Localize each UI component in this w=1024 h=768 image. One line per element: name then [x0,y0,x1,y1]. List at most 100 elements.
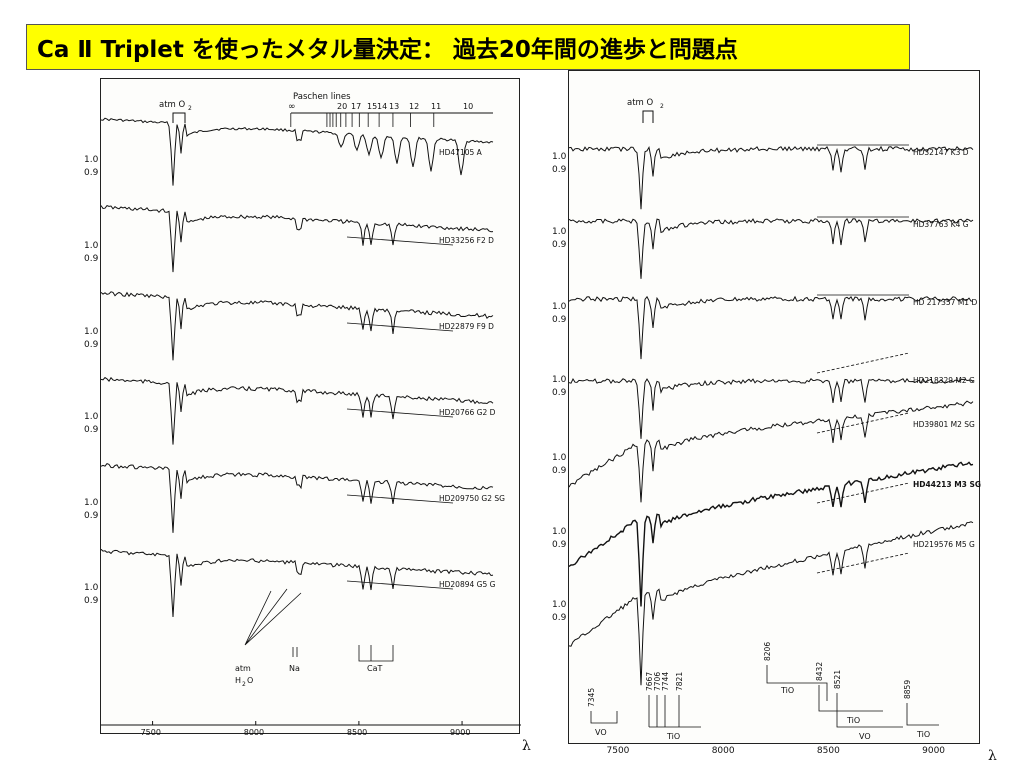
left-spectrum-2 [100,291,494,361]
right-atm-o2-label: atm O [627,98,654,108]
left-star-label-1: HD33256 F2 D [439,236,494,245]
paschen-lines-label: Paschen lines [293,92,351,102]
atm-h2o-label-3: O [247,676,253,685]
left-x-axis: 7500 8000 8500 9000 [141,721,470,737]
left-y-tick-label: 0.9 [84,340,99,350]
right-y-tick-label: 1.0 [552,302,567,312]
right-spectrum-6 [568,521,974,686]
paschen-number-15: 15 [367,102,377,111]
continuum-line [346,580,454,590]
left-spectrum-5 [100,548,494,618]
right-y-tick-label: 0.9 [552,388,567,398]
band-label-7744: 7744 [661,672,670,691]
right-atm-o2-sub: 2 [660,103,664,110]
paschen-number-17: 17 [351,102,361,111]
right-continuum-line [816,352,910,374]
band-wavelength-labels: 7345 7667 7706 7744 7821 8206 8432 8521 8859 [587,642,912,707]
left-y-tick-label: 1.0 [84,498,99,508]
right-spectrum-2 [568,295,974,360]
right-x-tick-8500: 8500 [816,746,840,756]
left-y-tick-label: 1.0 [84,241,99,251]
right-continuum-line [816,482,910,504]
left-x-tick-8500: 8500 [347,728,367,735]
band-label-8206: 8206 [763,642,772,661]
molecular-band-markers: VO TiO TiO TiO VO TiO [590,665,939,741]
right-x-tick-9000: 9000 [922,746,946,756]
left-y-tick-label: 0.9 [84,254,99,264]
right-y-tick-label: 0.9 [552,613,567,623]
right-spectra-plot: atm O 2 HD32147 K3 D HD37763 K4 G HD 21735… [568,98,981,741]
right-star-label-4: HD39801 M2 SG [913,420,975,429]
na-label: Na [289,664,300,673]
left-atm-o2-sub: 2 [188,105,192,112]
band-label-7345: 7345 [587,688,596,707]
right-y-tick-label: 1.0 [552,527,567,537]
band-name-vo-1: VO [595,728,607,737]
left-spectrum-1 [100,204,494,273]
right-y-tick-label: 1.0 [552,453,567,463]
right-continuum-line [816,552,910,574]
right-y-tick-label: 1.0 [552,227,567,237]
slide-title: Ca Ⅱ Triplet を使ったメタル量決定： 過去20年間の進歩と問題点 [26,24,910,70]
right-y-tick-label: 0.9 [552,540,567,550]
right-star-label-6: HD219576 M5 G [913,540,975,549]
left-star-label-4: HD209750 G2 SG [439,494,505,503]
paschen-ticks: 20 17 15 14 13 12 11 10 [290,102,473,127]
right-star-label-1: HD37763 K4 G [913,220,969,229]
left-y-tick-label: 1.0 [84,412,99,422]
band-label-7821: 7821 [675,672,684,691]
continuum-line [346,408,454,418]
right-y-tick-label: 1.0 [552,375,567,385]
right-star-label-2: HD 217357 M1 D [913,298,977,307]
left-x-tick-8000: 8000 [244,728,264,735]
left-y-tick-label: 1.0 [84,583,99,593]
left-y-tick-label: 1.0 [84,327,99,337]
continuum-line [346,322,454,332]
left-spectra-figure: atm O 2 Paschen lines ∞ 20 17 15 14 13 12 11 10… [100,78,521,737]
left-spectrum-4 [100,462,494,533]
left-spectra-group: HD47105 A HD33256 F2 D HD22879 F9 D HD20766… [100,117,505,618]
left-x-tick-7500: 7500 [141,728,161,735]
band-name-tio-3: TiO [846,716,860,725]
right-x-tick-8000: 8000 [711,746,735,756]
atm-h2o-sub: 2 [242,681,246,688]
right-star-label-0: HD32147 K3 D [913,148,969,157]
left-spectrum-3 [100,376,494,445]
right-y-tick-label: 1.0 [552,152,567,162]
band-label-8859: 8859 [903,680,912,699]
left-lambda-symbol: λ [522,738,531,754]
left-y-tick-label: 1.0 [84,155,99,165]
right-x-tick-7500: 7500 [606,746,630,756]
band-name-tio-1: TiO [666,732,680,741]
left-y-tick-label: 0.9 [84,596,99,606]
continuum-line [346,236,454,246]
right-spectra-group: HD32147 K3 D HD37763 K4 G HD 217357 M1 D HD… [568,144,981,686]
left-atm-o2-label: atm O [159,100,186,110]
right-continuum-line [816,412,910,434]
band-label-7667: 7667 [645,672,654,691]
continuum-line [346,494,454,504]
paschen-number-14: 14 [377,102,387,111]
right-spectrum-4 [568,400,974,503]
paschen-number-12: 12 [409,102,419,111]
left-spectrum-0 [100,117,494,186]
cat-label: CaT [367,664,382,673]
atm-h2o-label-2: H [235,676,241,685]
band-label-8432: 8432 [815,662,824,681]
paschen-number-10: 10 [463,102,473,111]
right-star-label-3: HD218329 M2 G [913,376,975,385]
band-label-7706: 7706 [653,672,662,691]
left-star-label-5: HD20894 G5 G [439,580,496,589]
band-name-tio-2: TiO [780,686,794,695]
right-spectra-figure: atm O 2 HD32147 K3 D HD37763 K4 G HD 21735… [568,70,981,744]
paschen-number-11: 11 [431,102,441,111]
right-spectrum-3 [568,377,974,439]
right-y-tick-label: 1.0 [552,600,567,610]
right-star-label-5: HD44213 M3 SG [913,480,981,489]
left-x-tick-9000: 9000 [450,728,470,735]
paschen-number-20: 20 [337,102,347,111]
left-star-label-2: HD22879 F9 D [439,322,494,331]
left-spectra-plot: atm O 2 Paschen lines ∞ 20 17 15 14 13 12 11 10… [100,92,521,737]
paschen-number-13: 13 [389,102,399,111]
right-y-tick-label: 0.9 [552,466,567,476]
